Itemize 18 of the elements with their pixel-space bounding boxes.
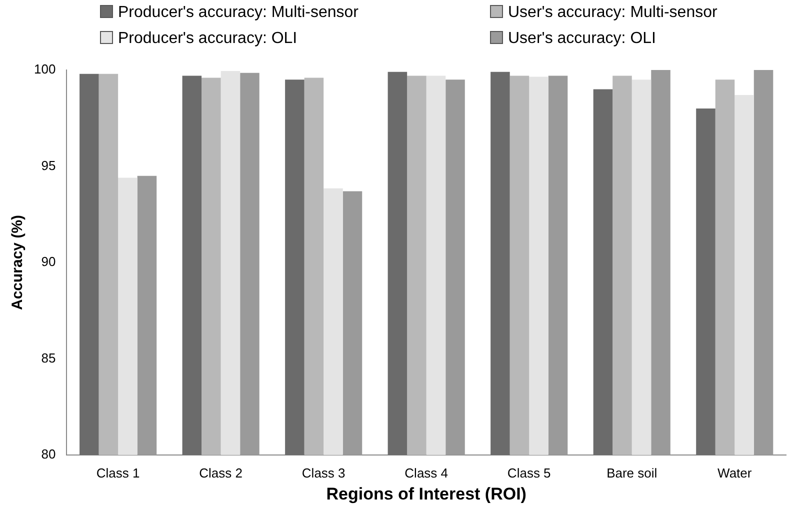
x-tick-label: Class 4 bbox=[404, 465, 448, 480]
y-tick-label: 100 bbox=[34, 62, 56, 77]
x-tick-label: Class 3 bbox=[302, 465, 346, 480]
y-tick-label: 85 bbox=[41, 350, 56, 366]
x-tick-label: Class 2 bbox=[199, 465, 243, 480]
legend-label: User's accuracy: OLI bbox=[507, 30, 657, 48]
x-tick-label: Class 1 bbox=[96, 465, 140, 480]
legend-label: Producer's accuracy: Multi-sensor bbox=[117, 4, 360, 22]
x-axis-title: Regions of Interest (ROI) bbox=[326, 484, 526, 504]
legend-label: User's accuracy: Multi-sensor bbox=[507, 4, 718, 22]
y-tick-label: 95 bbox=[41, 158, 56, 173]
x-tick-label: Water bbox=[718, 465, 752, 480]
y-axis-title: Accuracy (%) bbox=[9, 214, 26, 310]
x-tick-label: Class 5 bbox=[507, 465, 551, 480]
y-tick-label: 90 bbox=[41, 254, 56, 270]
legend-label: Producer's accuracy: OLI bbox=[117, 30, 298, 48]
y-tick-label: 80 bbox=[41, 446, 56, 462]
x-tick-label: Bare soil bbox=[606, 465, 658, 480]
